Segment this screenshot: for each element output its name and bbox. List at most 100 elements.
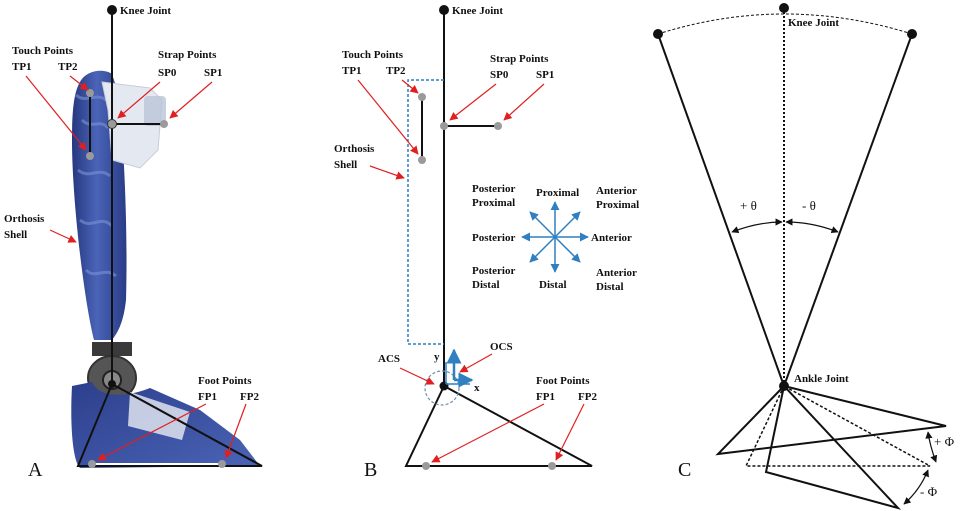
shell-arrow-b [369, 165, 405, 180]
tp2-point-b [418, 93, 426, 101]
shell-label-b: Shell [334, 159, 357, 171]
dir-anterior-proximal-label-2: Proximal [596, 199, 639, 211]
panel-a-label: A [28, 459, 43, 481]
dir-anterior-distal-label-1: Anterior [596, 267, 637, 279]
knee-joint-label-b: Knee Joint [452, 5, 503, 17]
touch-points-label: Touch Points [12, 45, 74, 57]
tp2-arrow [69, 75, 89, 91]
dir-posterior-proximal-label-1: Posterior [472, 183, 515, 195]
tp2-label-b: TP2 [386, 65, 406, 77]
compass-anterior-proximal-arrow [554, 211, 581, 238]
plus-theta-label: + θ [740, 198, 757, 213]
panel-c-label: C [678, 459, 691, 481]
dir-proximal-label: Proximal [536, 187, 579, 199]
tp1-arrow [25, 75, 87, 151]
compass-posterior-distal-arrow [529, 236, 556, 263]
ankle-point-b [439, 381, 449, 391]
knee-joint-point [107, 5, 117, 15]
fp2-arrow [224, 403, 247, 459]
dir-anterior-distal-label-2: Distal [596, 281, 624, 293]
tp2-arrow-b [401, 79, 419, 94]
strap-points-label: Strap Points [158, 49, 217, 61]
shell-label: Shell [4, 229, 27, 241]
sp0-point [107, 119, 117, 129]
acs-arrow [399, 367, 435, 385]
tp1-label-b: TP1 [342, 65, 362, 77]
knee-joint-point-b [439, 5, 449, 15]
foot-triangle [76, 382, 263, 467]
fp1-arrow [97, 403, 207, 461]
plus-phi-arc [925, 431, 938, 463]
dir-posterior-distal-label-1: Posterior [472, 265, 515, 277]
fp1-arrow-b [431, 403, 545, 463]
tp1-point [86, 152, 94, 160]
knee-plus-point [653, 29, 663, 39]
sp1-arrow [169, 81, 213, 119]
plus-theta-arc [731, 218, 783, 234]
panel-b-label: B [364, 459, 377, 481]
orthosis-arrow [49, 229, 77, 243]
acs-label: ACS [378, 353, 400, 365]
dir-anterior-proximal-label-1: Anterior [596, 185, 637, 197]
dir-posterior-distal-label-2: Distal [472, 279, 500, 291]
foot-triangle-b [404, 384, 593, 467]
fp1-label: FP1 [198, 391, 217, 403]
orthosis-shell-texture [74, 93, 117, 278]
tp1-label: TP1 [12, 61, 32, 73]
dir-anterior-label: Anterior [591, 232, 632, 244]
sp0-label: SP0 [158, 67, 177, 79]
direction-compass [521, 201, 589, 273]
compass-anterior-distal-arrow [554, 236, 581, 263]
fp1-point-b [422, 462, 430, 470]
sp1-point-b [494, 122, 502, 130]
foot-points-label-b: Foot Points [536, 375, 590, 387]
knee-joint-label: Knee Joint [120, 5, 171, 17]
dir-distal-label: Distal [539, 279, 567, 291]
ankle-joint-label: Ankle Joint [794, 373, 849, 385]
fp2-point-b [548, 462, 556, 470]
touch-points-label-b: Touch Points [342, 49, 404, 61]
compass-posterior-proximal-arrow [529, 211, 556, 238]
foot-minus-phi [764, 383, 902, 510]
fp1-point [88, 460, 96, 468]
plus-phi-label: + Φ [934, 434, 955, 449]
minus-phi-arc [903, 469, 929, 505]
foot-points-label: Foot Points [198, 375, 252, 387]
panel-a: Knee Joint Touch Points TP1 TP2 Strap Po… [4, 5, 263, 481]
minus-theta-label: - θ [802, 198, 816, 213]
fp2-arrow-b [555, 403, 585, 461]
sp1-point [160, 120, 168, 128]
dir-posterior-label: Posterior [472, 232, 515, 244]
orthosis-label: Orthosis [4, 213, 45, 225]
knee-neutral-point [779, 3, 789, 13]
fp2-label-b: FP2 [578, 391, 597, 403]
orthosis-label-b: Orthosis [334, 143, 375, 155]
sp1-label-b: SP1 [536, 69, 554, 81]
sp1-label: SP1 [204, 67, 222, 79]
ocs-arrow [459, 353, 493, 373]
knee-minus-point [907, 29, 917, 39]
strap-buckle-image [144, 96, 166, 126]
minus-theta-arc [785, 218, 839, 234]
foot-neutral [744, 384, 931, 467]
minus-phi-label: - Φ [920, 484, 938, 499]
axis-x-label: x [474, 382, 480, 394]
panel-c: Knee Joint Ankle Joint + θ - θ + Φ - Φ C [653, 3, 955, 510]
axis-y-label: y [434, 351, 440, 363]
foot-plus-phi [715, 384, 947, 456]
sp0-arrow-b [449, 83, 497, 121]
tp2-label: TP2 [58, 61, 78, 73]
strap-points-label-b: Strap Points [490, 53, 549, 65]
sp1-arrow-b [503, 83, 545, 121]
shell-outline-b [407, 79, 444, 345]
fp2-point [218, 460, 226, 468]
sp0-arrow [117, 81, 161, 119]
shank-plus-theta [657, 33, 785, 387]
panel-b: Knee Joint Touch Points TP1 TP2 Strap Po… [334, 5, 639, 481]
tp2-point [86, 89, 94, 97]
tp1-arrow-b [357, 79, 419, 155]
fp1-label-b: FP1 [536, 391, 555, 403]
fp2-label: FP2 [240, 391, 259, 403]
acs-circle [424, 370, 460, 406]
sp0-label-b: SP0 [490, 69, 509, 81]
